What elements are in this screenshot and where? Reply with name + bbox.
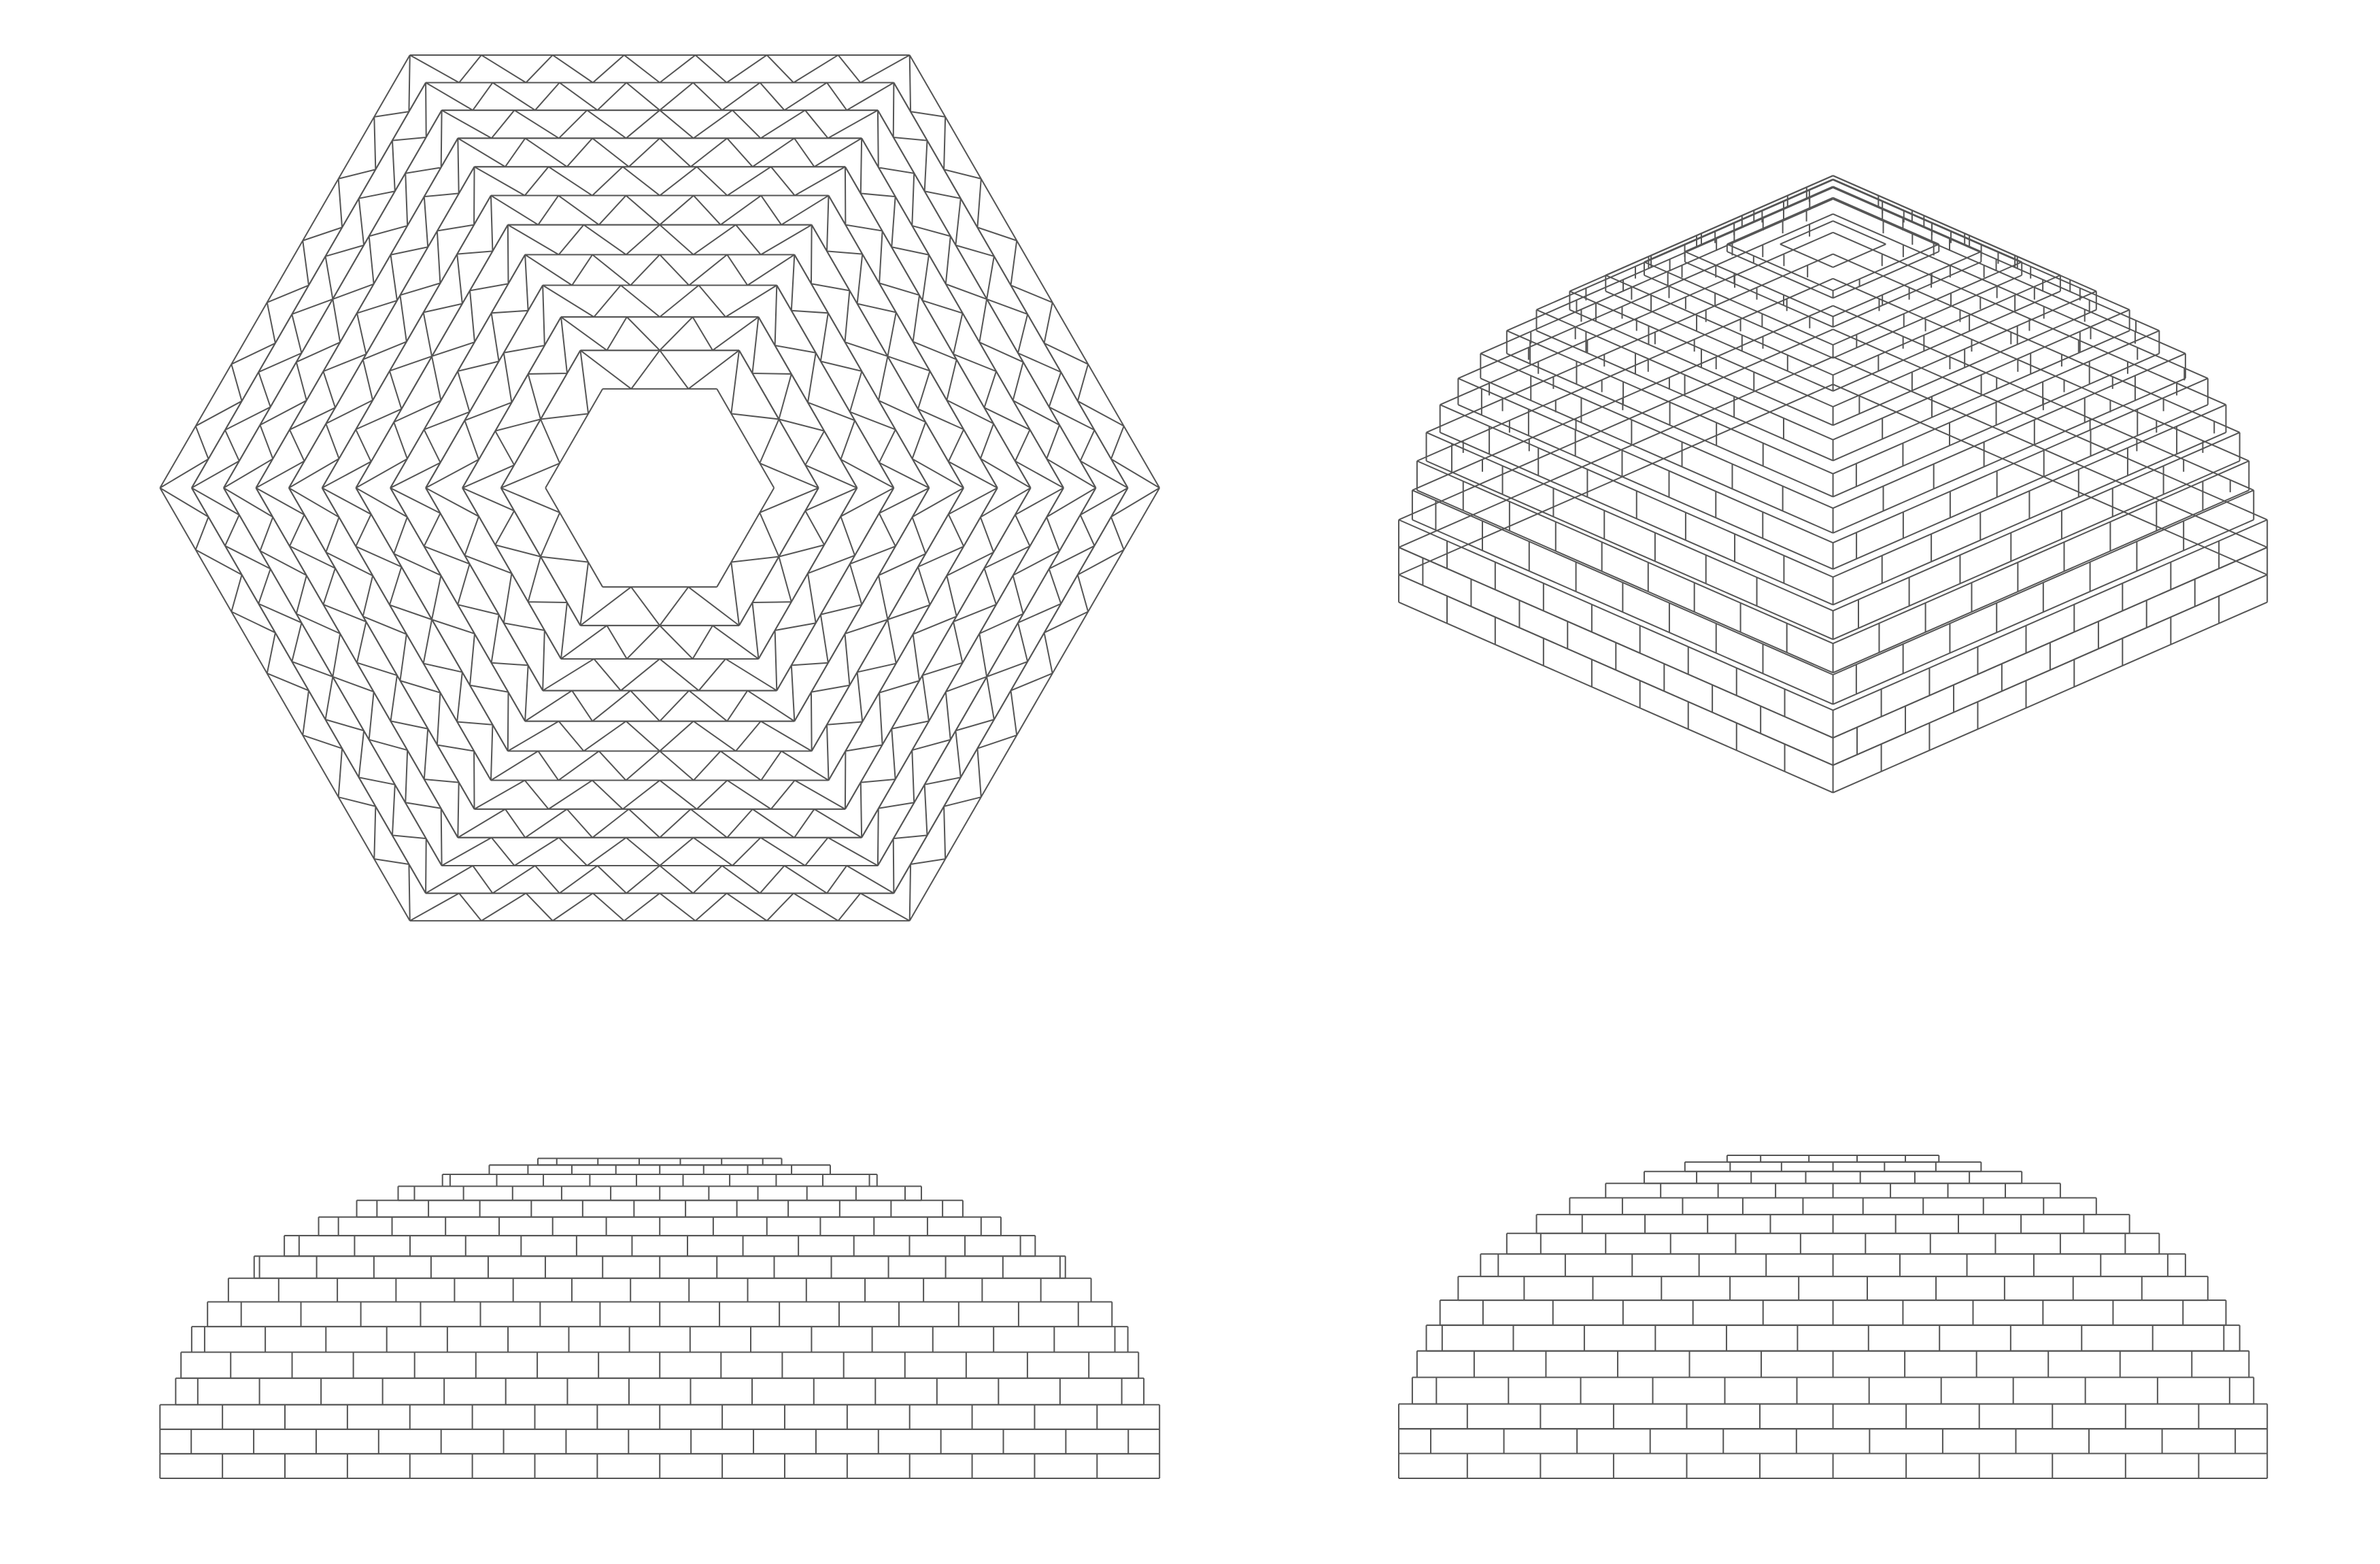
- elevation-row: [1643, 1170, 2023, 1185]
- elevation-row: [537, 1157, 783, 1166]
- plan-ring: [425, 284, 895, 692]
- elevation-row: [1411, 1376, 2255, 1405]
- iso-layer: [1397, 328, 2268, 738]
- elevation-row: [207, 1301, 1113, 1327]
- elevation-row: [159, 1452, 1161, 1480]
- plan-ring: [191, 82, 1129, 894]
- plan-ring: [255, 137, 1064, 838]
- elevation-row: [1726, 1154, 1940, 1163]
- iso-layer: [1684, 186, 1982, 328]
- elevation-row: [441, 1173, 878, 1187]
- plan-ring: [288, 166, 1032, 810]
- plan-ring: [462, 316, 858, 660]
- plan-ring: [355, 224, 964, 752]
- iso-layer: [1457, 213, 2209, 570]
- plan-ring: [321, 194, 998, 781]
- elevation-row: [397, 1185, 922, 1202]
- elevation-row: [1397, 1452, 2268, 1480]
- elevation-row: [1480, 1253, 2186, 1278]
- elevation-row: [175, 1377, 1145, 1406]
- elevation-row: [180, 1351, 1140, 1379]
- elevation-row: [190, 1325, 1129, 1353]
- elevation-row: [159, 1428, 1161, 1455]
- elevation-row: [1439, 1299, 2227, 1326]
- elevation-row: [253, 1255, 1066, 1279]
- elevation-row: [1535, 1214, 2130, 1234]
- iso-layer: [1480, 198, 2186, 534]
- elevation-row: [227, 1277, 1092, 1303]
- plan-ring: [390, 254, 930, 722]
- elevation-row: [356, 1200, 964, 1218]
- iso-layer: [1506, 186, 2160, 498]
- elevation-row: [1416, 1350, 2250, 1378]
- elevation-row: [1397, 1403, 2268, 1430]
- elevation-row: [1425, 1324, 2241, 1352]
- plan-ring: [223, 109, 1097, 867]
- elevation-row: [284, 1235, 1036, 1257]
- iso-layer: [1605, 175, 2061, 392]
- elevation-row: [488, 1164, 831, 1175]
- elevation-row: [318, 1216, 1002, 1237]
- elevation-row: [1684, 1161, 1982, 1172]
- iso-layer: [1643, 178, 2023, 359]
- elevation-row: [1457, 1276, 2209, 1302]
- iso-layer: [1726, 197, 1940, 299]
- elevation-row: [159, 1404, 1161, 1430]
- plan-ring: [159, 54, 1161, 922]
- iso-layer: [1535, 179, 2130, 462]
- elevation-row: [1506, 1232, 2160, 1255]
- elevation-row: [1569, 1197, 2097, 1216]
- elevation-row: [1397, 1428, 2268, 1455]
- plan-ring: [500, 350, 819, 626]
- elevation-row: [1605, 1183, 2061, 1199]
